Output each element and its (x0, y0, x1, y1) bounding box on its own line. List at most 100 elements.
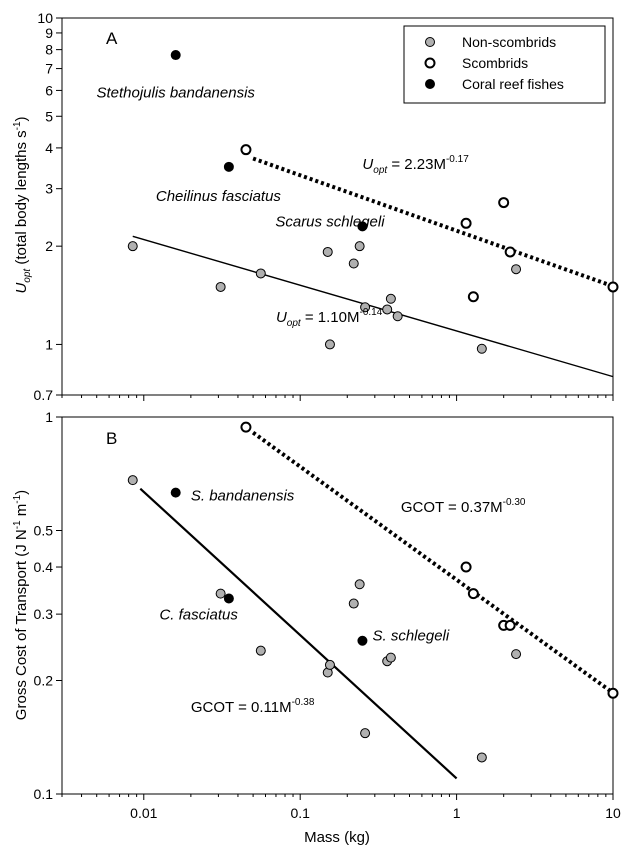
non-scombrid-fit-line (139, 487, 458, 780)
scom-point (467, 291, 479, 303)
panel-b-axis-ticks: 0.1 0.2 0.3 0.4 0.5 1 0.01 0.1 1 10 (34, 409, 621, 821)
non-point (354, 241, 365, 252)
y-tick-label: 2 (45, 238, 53, 254)
legend-marker-scom (424, 57, 436, 69)
y-tick-label: 1 (45, 409, 53, 425)
reef-point (357, 221, 368, 232)
reef-point (170, 50, 181, 61)
reef-point (357, 635, 368, 646)
non-point (324, 659, 335, 670)
x-tick-label: 10 (605, 805, 621, 821)
y-tick-label: 0.2 (34, 673, 54, 689)
fit-equation: GCOT = 0.11M-0.38 (191, 697, 315, 716)
non-point (324, 339, 335, 350)
panel-b: 0.1 0.2 0.3 0.4 0.5 1 0.01 0.1 1 10 S. bandanensi… (12, 409, 621, 846)
scom-point (504, 619, 516, 631)
non-point (476, 752, 487, 763)
panel-a-y-axis-title: Uopt (total body lengths s-1) (12, 116, 33, 293)
scom-point (240, 421, 252, 433)
non-point (360, 728, 371, 739)
non-point (360, 302, 371, 313)
panel-a-fit-lines (132, 156, 614, 378)
legend-label: Non-scombrids (462, 34, 556, 50)
panel-b-y-axis-title: Gross Cost of Transport (J N-1 m-1) (12, 490, 30, 720)
panel-a-annotations: Stethojulis bandanensis Cheilinus fasciat… (96, 85, 469, 329)
fit-equation: Uopt = 2.23M-0.17 (362, 154, 469, 176)
scombrid-fit-line (251, 431, 615, 695)
scom-point (607, 281, 619, 293)
y-tick-label: 6 (45, 82, 53, 98)
species-label: S. bandanensis (191, 488, 295, 505)
y-tick-label: 7 (45, 61, 53, 77)
species-label: Scarus schlegeli (275, 213, 385, 230)
scom-point (498, 197, 510, 209)
scom-point (504, 246, 516, 258)
non-point (127, 475, 138, 486)
non-point (511, 264, 522, 275)
species-label: Stethojulis bandanensis (96, 85, 255, 102)
y-tick-label: 5 (45, 108, 53, 124)
legend-marker-non (425, 37, 435, 47)
non-point (215, 588, 226, 599)
legend-box (403, 25, 606, 104)
non-point (322, 246, 333, 257)
reef-point (223, 161, 234, 172)
y-tick-label: 0.7 (34, 387, 54, 403)
scom-point (460, 217, 472, 229)
non-point (354, 579, 365, 590)
panel-b-annotations: S. bandanensis C. fasciatus S. schlegeli GC… (159, 488, 525, 716)
scom-point (460, 561, 472, 573)
legend-marker-reef (425, 79, 435, 89)
fit-equation: GCOT = 0.37M-0.30 (401, 497, 526, 516)
y-tick-label: 0.4 (34, 559, 54, 575)
non-point (511, 649, 522, 660)
non-point (255, 268, 266, 279)
non-point (382, 304, 393, 315)
panel-b-fit-lines (139, 431, 615, 780)
non-point (348, 598, 359, 609)
non-point (215, 281, 226, 292)
y-tick-label: 9 (45, 25, 53, 41)
y-tick-label: 0.1 (34, 786, 54, 802)
y-tick-label: 1 (45, 336, 53, 352)
panel-a-plot-frame (61, 17, 614, 396)
x-tick-label: 0.01 (130, 805, 157, 821)
x-tick-label: 0.1 (290, 805, 310, 821)
y-tick-label: 3 (45, 181, 53, 197)
panel-b-label: B (106, 429, 117, 448)
y-tick-label: 0.3 (34, 606, 54, 622)
non-point (255, 645, 266, 656)
non-point (385, 652, 396, 663)
non-point (348, 258, 359, 269)
y-tick-label: 4 (45, 140, 53, 156)
y-tick-label: 0.5 (34, 522, 54, 538)
reef-point (170, 487, 181, 498)
species-label: C. fasciatus (159, 607, 238, 624)
species-label: S. schlegeli (373, 628, 450, 645)
non-scombrid-fit-line (132, 235, 614, 378)
non-point (385, 293, 396, 304)
species-label: Cheilinus fasciatus (156, 188, 282, 205)
panel-a-label: A (106, 29, 118, 48)
non-point (476, 343, 487, 354)
panel-b-points (127, 421, 619, 763)
legend-label: Scombrids (462, 55, 528, 71)
panel-a-points (127, 50, 619, 354)
scom-point (467, 588, 479, 600)
y-tick-label: 10 (37, 10, 53, 26)
reef-point (223, 593, 234, 604)
panel-b-plot-frame (61, 416, 614, 795)
non-point (392, 311, 403, 322)
legend: Non-scombrids Scombrids Coral reef fishes (403, 25, 606, 104)
legend-label: Coral reef fishes (462, 76, 564, 92)
x-axis-title: Mass (kg) (304, 829, 370, 846)
scom-point (607, 687, 619, 699)
scom-point (240, 144, 252, 156)
x-tick-label: 1 (453, 805, 461, 821)
y-tick-label: 8 (45, 42, 53, 58)
scombrid-fit-line (252, 156, 614, 289)
non-point (127, 241, 138, 252)
